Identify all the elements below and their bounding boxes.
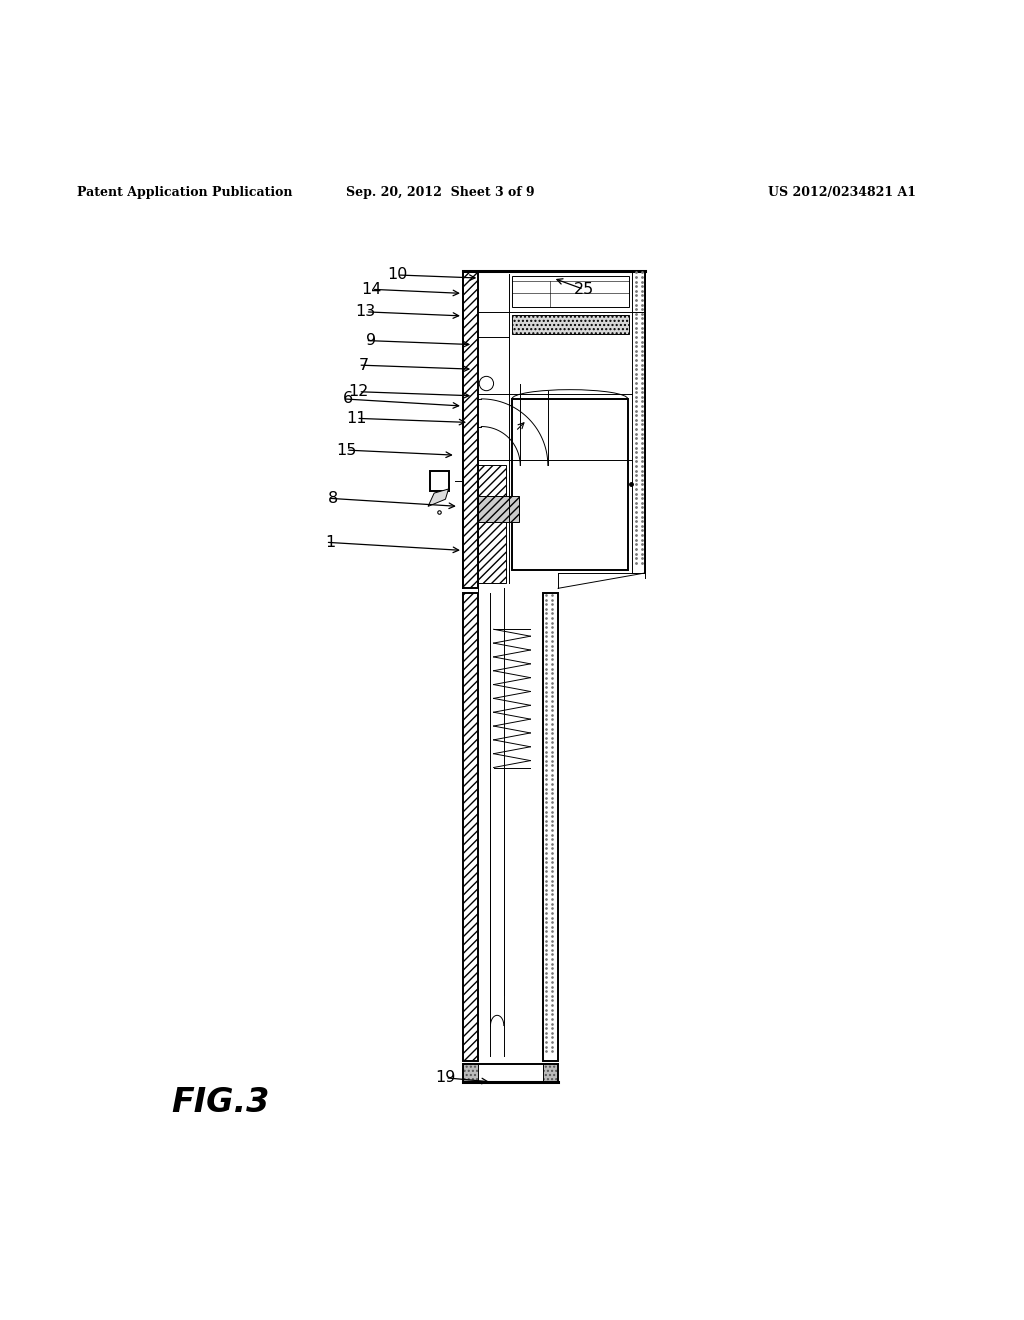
Text: Sep. 20, 2012  Sheet 3 of 9: Sep. 20, 2012 Sheet 3 of 9 bbox=[346, 186, 535, 198]
Bar bbox=[463, 1064, 478, 1082]
Text: 14: 14 bbox=[361, 281, 382, 297]
FancyBboxPatch shape bbox=[430, 470, 449, 491]
Bar bbox=[478, 496, 519, 521]
Text: 10: 10 bbox=[387, 268, 408, 282]
Text: 13: 13 bbox=[355, 305, 376, 319]
Text: 11: 11 bbox=[346, 411, 367, 426]
Bar bbox=[543, 594, 558, 1061]
Text: 9: 9 bbox=[366, 333, 376, 348]
Text: 6: 6 bbox=[343, 391, 353, 407]
Text: 8: 8 bbox=[328, 491, 338, 506]
Bar bbox=[512, 315, 629, 334]
Text: 25: 25 bbox=[573, 281, 594, 297]
Bar bbox=[478, 466, 506, 583]
Text: FIG.3: FIG.3 bbox=[171, 1086, 269, 1119]
Bar bbox=[632, 271, 645, 573]
Bar bbox=[463, 1064, 478, 1082]
Text: 1: 1 bbox=[326, 535, 336, 549]
Text: 15: 15 bbox=[336, 442, 356, 458]
Text: 12: 12 bbox=[348, 384, 369, 399]
Bar bbox=[463, 271, 478, 589]
Bar bbox=[463, 594, 478, 1061]
Bar bbox=[543, 1064, 558, 1082]
Polygon shape bbox=[428, 488, 449, 507]
Bar bbox=[512, 276, 629, 306]
Text: Patent Application Publication: Patent Application Publication bbox=[77, 186, 292, 198]
Bar bbox=[463, 594, 478, 1061]
Bar bbox=[478, 496, 519, 521]
Bar bbox=[463, 271, 478, 589]
Text: 7: 7 bbox=[358, 358, 369, 372]
Text: 19: 19 bbox=[435, 1071, 456, 1085]
Text: US 2012/0234821 A1: US 2012/0234821 A1 bbox=[768, 186, 916, 198]
Bar bbox=[512, 315, 629, 334]
Bar bbox=[512, 399, 628, 570]
Bar bbox=[543, 1064, 558, 1082]
